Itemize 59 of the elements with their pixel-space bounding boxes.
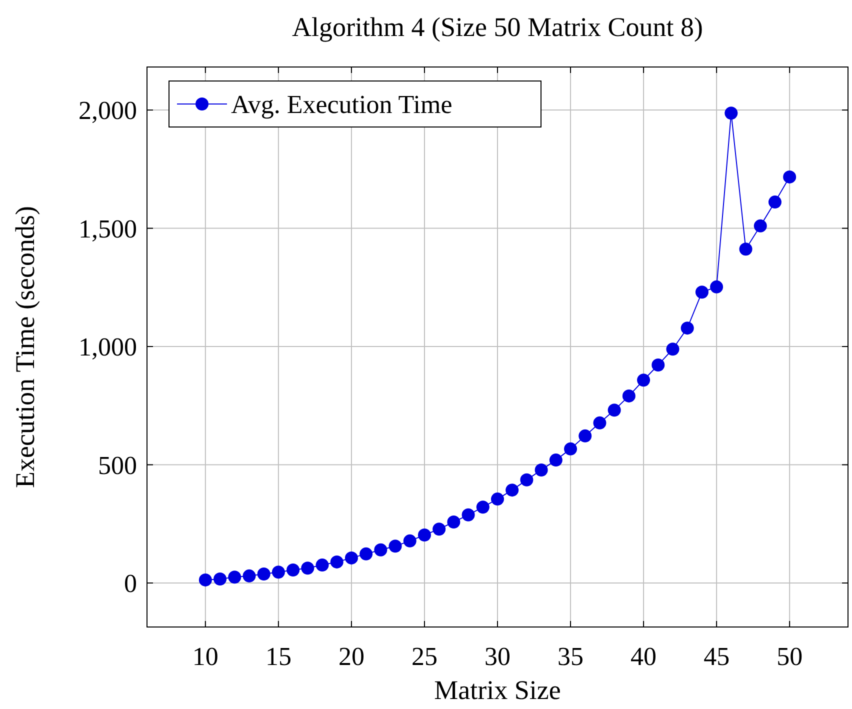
y-tick-label: 0 xyxy=(124,569,137,598)
x-tick-label: 30 xyxy=(484,642,510,671)
point xyxy=(695,286,708,299)
point xyxy=(783,170,796,184)
point xyxy=(578,429,592,442)
point xyxy=(520,473,534,486)
point xyxy=(652,358,665,372)
point xyxy=(462,508,475,522)
point xyxy=(374,543,388,556)
point xyxy=(418,528,431,542)
y-tick-label: 1,500 xyxy=(78,214,137,244)
x-tick-label: 35 xyxy=(558,642,584,671)
x-tick-label: 10 xyxy=(192,642,218,671)
point xyxy=(316,558,329,572)
y-tick-label: 2,000 xyxy=(78,96,137,126)
point xyxy=(330,555,344,568)
point xyxy=(666,342,680,356)
point xyxy=(739,242,752,256)
point xyxy=(301,562,314,575)
point xyxy=(549,454,562,467)
point xyxy=(257,568,270,581)
point xyxy=(432,522,446,536)
y-axis-title: Execution Time (seconds) xyxy=(10,206,40,488)
x-tick-label: 20 xyxy=(338,642,364,671)
point xyxy=(491,492,504,506)
point xyxy=(506,484,519,497)
point xyxy=(198,573,212,586)
point xyxy=(286,564,300,576)
point xyxy=(637,374,650,387)
x-tick-label: 45 xyxy=(704,642,730,671)
x-tick-label: 25 xyxy=(411,642,438,671)
point xyxy=(360,547,373,560)
point xyxy=(724,106,738,120)
y-tick-label: 500 xyxy=(98,450,137,480)
x-tick-label: 50 xyxy=(776,642,803,671)
point xyxy=(242,569,256,582)
x-tick-label: 40 xyxy=(630,642,657,671)
point xyxy=(344,551,358,564)
point xyxy=(214,572,227,586)
point xyxy=(272,566,285,579)
point xyxy=(593,416,606,430)
point xyxy=(622,389,636,402)
point xyxy=(228,570,242,584)
point xyxy=(754,219,767,232)
point xyxy=(534,463,548,476)
chart-title: Algorithm 4 (Size 50 Matrix Count 8) xyxy=(292,12,703,42)
point xyxy=(403,534,416,548)
point xyxy=(710,280,724,294)
point xyxy=(608,404,621,417)
point xyxy=(388,540,402,553)
x-axis-title: Matrix Size xyxy=(434,675,561,705)
point xyxy=(680,322,694,335)
point xyxy=(768,196,782,209)
y-tick-label: 1,000 xyxy=(78,332,137,362)
point xyxy=(564,442,578,456)
point xyxy=(476,500,490,514)
x-tick-label: 15 xyxy=(265,642,292,671)
point xyxy=(447,516,460,528)
legend-label: Avg. Execution Time xyxy=(231,90,452,120)
